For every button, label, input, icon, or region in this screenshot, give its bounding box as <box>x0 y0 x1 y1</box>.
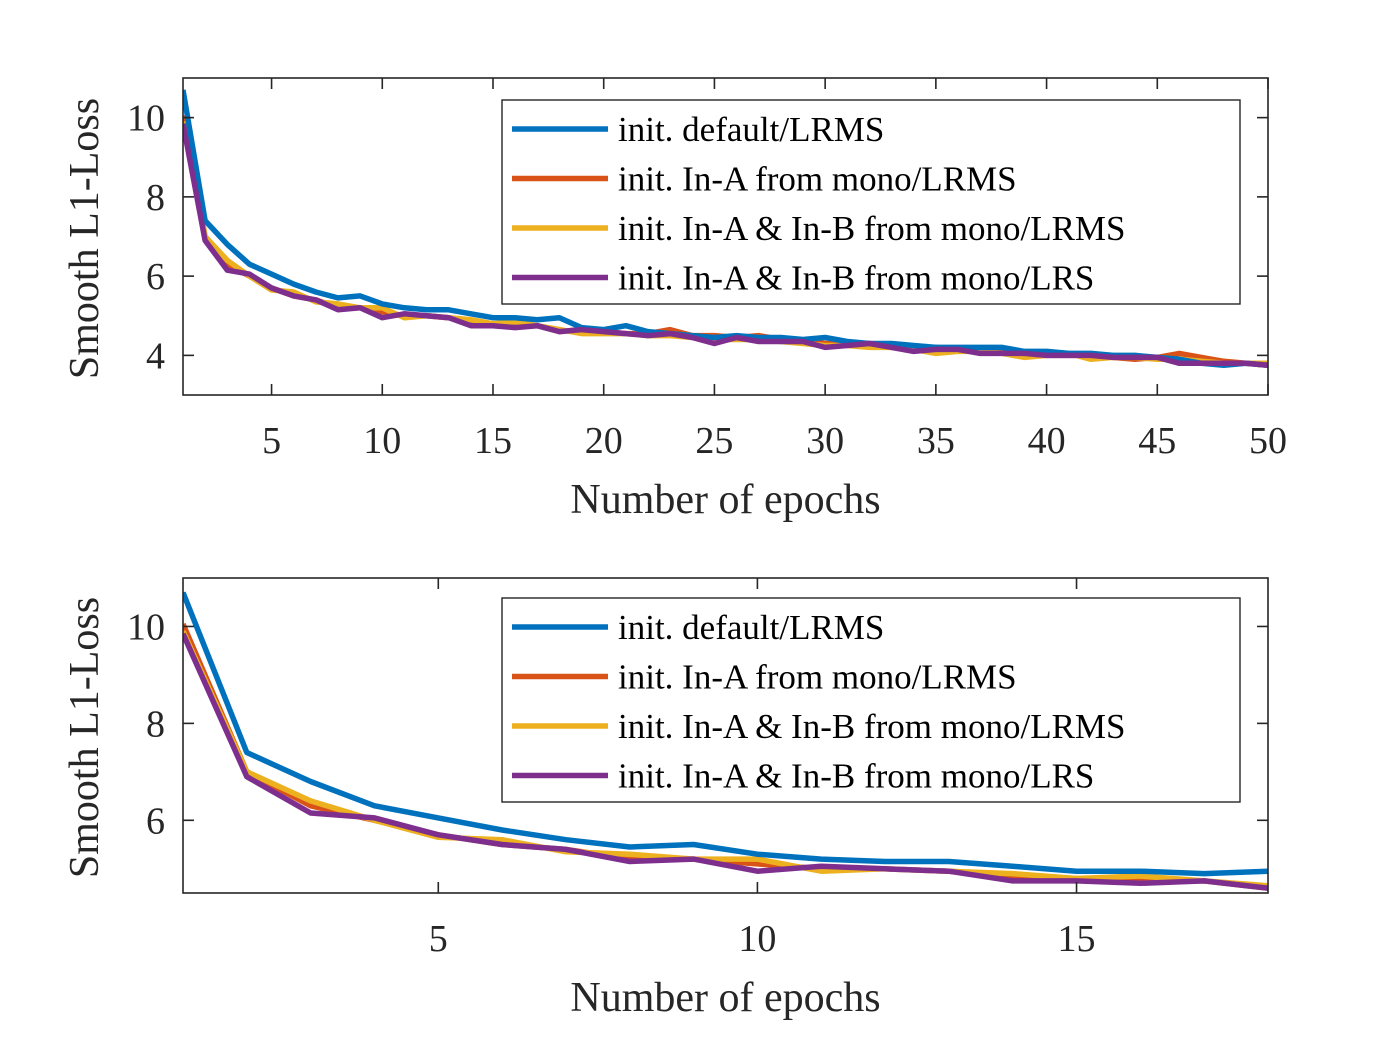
x-tick-label: 15 <box>474 420 512 462</box>
y-axis-label: Smooth L1-Loss <box>62 597 108 878</box>
legend: init. default/LRMS init. In-A from mono/L… <box>501 597 1241 803</box>
x-tick-label: 40 <box>1028 420 1066 462</box>
legend-box <box>501 99 1241 305</box>
legend-entry-label: init. In-A & In-B from mono/LRMS <box>618 209 1126 248</box>
chart-panel-2: 5 10 15 6 8 10 Number of epochs Smooth L1-Loss i… <box>62 577 1269 1021</box>
x-tick-label: 5 <box>262 420 281 462</box>
legend-entry-label: init. In-A & In-B from mono/LRS <box>618 259 1094 298</box>
legend-entry-label: init. In-A & In-B from mono/LRMS <box>618 707 1126 746</box>
legend-entry-label: init. In-A from mono/LRMS <box>618 160 1017 199</box>
legend: init. default/LRMS init. In-A from mono/L… <box>501 99 1241 305</box>
series-group <box>183 89 1268 369</box>
y-tick-label: 6 <box>146 800 165 842</box>
x-tick-label: 35 <box>917 420 955 462</box>
axes-box <box>182 77 1269 396</box>
x-axis-label: Number of epochs <box>570 477 880 523</box>
y-tick-label: 10 <box>127 98 165 140</box>
legend-entry-label: init. In-A from mono/LRMS <box>618 658 1017 697</box>
series-line-4 <box>183 123 1268 369</box>
axes-box <box>182 577 1269 894</box>
series-group <box>183 591 1268 891</box>
x-tick-label: 10 <box>738 918 776 960</box>
x-tick-label: 20 <box>585 420 623 462</box>
x-tick-label: 45 <box>1138 420 1176 462</box>
y-tick-label: 10 <box>127 606 165 648</box>
series-line-3 <box>183 591 1268 877</box>
x-tick-label: 15 <box>1058 918 1096 960</box>
x-tick-label: 10 <box>363 420 401 462</box>
legend-box <box>501 597 1241 803</box>
series-line-4 <box>183 632 1268 891</box>
legend-entry-label: init. default/LRMS <box>618 608 884 647</box>
chart-panel-1: 5 10 15 20 25 30 35 40 45 50 4 6 8 10 Number of epochs… <box>62 77 1287 523</box>
x-tick-label: 25 <box>695 420 733 462</box>
x-tick-label: 5 <box>429 918 448 960</box>
y-tick-label: 4 <box>146 335 165 377</box>
y-axis-label: Smooth L1-Loss <box>62 98 108 379</box>
legend-entry-label: init. In-A & In-B from mono/LRS <box>618 757 1094 796</box>
x-tick-label: 50 <box>1249 420 1287 462</box>
y-tick-label: 8 <box>146 177 165 219</box>
x-tick-label: 30 <box>806 420 844 462</box>
x-axis-label: Number of epochs <box>570 975 880 1021</box>
y-tick-label: 6 <box>146 256 165 298</box>
legend-entry-label: init. default/LRMS <box>618 110 884 149</box>
y-tick-label: 8 <box>146 703 165 745</box>
